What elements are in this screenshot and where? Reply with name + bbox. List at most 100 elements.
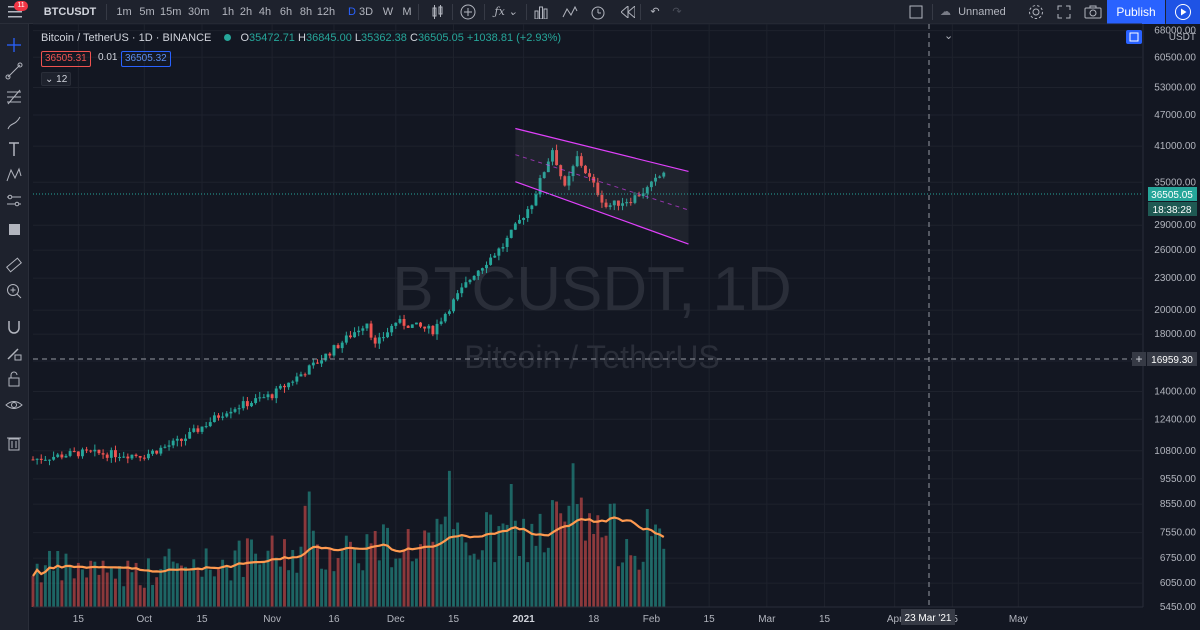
sell-price-box[interactable]: 36505.31 [41, 51, 91, 67]
undo-button[interactable]: ↶ [645, 0, 665, 24]
volume-bar [340, 550, 344, 607]
crosshair-add-button[interactable] [1132, 352, 1146, 366]
candle [633, 195, 637, 203]
price-tick: 18000.00 [1154, 329, 1196, 340]
price-axis[interactable] [1143, 24, 1200, 607]
candle [171, 440, 175, 446]
volume-bar [316, 544, 319, 607]
crosshair-price-box [1147, 352, 1197, 366]
compare-button[interactable] [458, 0, 478, 24]
time-tick: 2021 [512, 614, 535, 625]
candle [307, 365, 311, 375]
eye-icon[interactable] [5, 396, 23, 414]
volume-bar [497, 526, 501, 607]
volume-ma-line [32, 516, 665, 577]
timeframe-2h[interactable]: 2h [239, 6, 253, 18]
volume-bar [200, 576, 204, 607]
volume-bar [130, 572, 134, 607]
candle [579, 156, 583, 166]
volume-bar [456, 522, 460, 607]
timeframe-8h[interactable]: 8h [299, 6, 313, 18]
candle [192, 428, 196, 432]
replay-button[interactable] [618, 0, 638, 24]
candle [551, 150, 554, 162]
publish-button[interactable]: Publish [1107, 0, 1165, 24]
play-button[interactable] [1166, 0, 1200, 24]
shape-tool-icon[interactable] [5, 220, 23, 238]
candle [513, 223, 517, 230]
magnet-icon[interactable] [5, 318, 23, 336]
lock-icon[interactable] [5, 370, 23, 388]
volume-bar [571, 463, 575, 607]
candle [357, 330, 361, 333]
timeframe-1h[interactable]: 1h [221, 6, 235, 18]
timeframe-1m[interactable]: 1m [116, 6, 132, 18]
volume-bar [237, 540, 241, 607]
candle [571, 166, 575, 177]
timeframe-6h[interactable]: 6h [279, 6, 293, 18]
fullscreen-button[interactable] [906, 0, 926, 24]
ruler-icon[interactable] [5, 256, 23, 274]
candle [93, 449, 97, 452]
timeframe-d[interactable]: D [348, 6, 356, 18]
volume-bar [353, 547, 357, 607]
indicators-button[interactable]: ƒx ⌄ [490, 0, 522, 24]
legend-change: +1038.81 (+2.93%) [466, 32, 562, 44]
channel-lower-line[interactable] [515, 181, 689, 245]
redo-button[interactable]: ↷ [667, 0, 687, 24]
text-tool-icon[interactable] [5, 140, 23, 158]
layout-button[interactable]: ☁ Unnamed ⌄ [940, 0, 1020, 42]
symbol-search-button[interactable]: BTCUSDT [43, 6, 97, 18]
timeframe-15m[interactable]: 15m [160, 6, 182, 18]
time-axis[interactable] [33, 607, 1143, 630]
candle [658, 176, 662, 178]
crosshair-price-label: 16959.30 [1151, 355, 1193, 366]
candle [320, 360, 324, 364]
candle [68, 451, 72, 456]
buy-price-box[interactable]: 36505.32 [121, 51, 171, 67]
trash-icon[interactable] [5, 434, 23, 452]
menu-button[interactable]: 11 [0, 0, 30, 24]
fib-retracement-icon[interactable] [5, 88, 23, 106]
volume-bar [414, 558, 418, 607]
lock-pencil-icon[interactable] [5, 344, 23, 362]
chart-legend: Bitcoin / TetherUS · 1D · BINANCE O35472… [41, 32, 562, 44]
volume-bar [649, 536, 653, 607]
volume-bar [35, 563, 39, 607]
price-tick: 68000.00 [1154, 26, 1196, 37]
channel-upper-line[interactable] [515, 127, 689, 173]
trend-line-icon[interactable] [5, 62, 23, 80]
financials-button[interactable] [560, 0, 580, 24]
alert-button[interactable] [588, 0, 608, 24]
timeframe-3d[interactable]: 3D [358, 6, 374, 18]
timeframe-m[interactable]: M [402, 6, 412, 18]
settings-button[interactable] [1026, 0, 1046, 24]
timeframe-4h[interactable]: 4h [258, 6, 272, 18]
time-tick: Oct [137, 614, 153, 625]
candle [596, 182, 600, 195]
brush-icon[interactable] [5, 114, 23, 132]
candle-type-button[interactable] [428, 0, 448, 24]
price-tick: 47000.00 [1154, 110, 1196, 121]
timeframe-12h[interactable]: 12h [316, 6, 336, 18]
timeframe-5m[interactable]: 5m [139, 6, 155, 18]
cloud-icon: ☁ [940, 6, 951, 18]
candle [89, 450, 93, 452]
zoom-in-icon[interactable] [5, 282, 23, 300]
currency-toggle[interactable] [1126, 30, 1142, 44]
timeframe-30m[interactable]: 30m [188, 6, 210, 18]
candle [134, 454, 138, 456]
crosshair-tool-icon[interactable] [5, 36, 23, 54]
legend-title: Bitcoin / TetherUS · 1D · BINANCE [41, 32, 212, 44]
snapshot-button[interactable] [1082, 0, 1104, 24]
price-tick: 9550.00 [1160, 474, 1197, 485]
candle [361, 328, 365, 331]
volume-bar [81, 569, 84, 607]
indicators-collapse-button[interactable]: ⌄ 12 [41, 72, 71, 86]
templates-button[interactable] [532, 0, 550, 24]
fullscreen-toggle-button[interactable] [1054, 0, 1074, 24]
pattern-tool-icon[interactable] [5, 166, 23, 184]
prediction-tool-icon[interactable] [5, 192, 23, 210]
timeframe-w[interactable]: W [382, 6, 394, 18]
